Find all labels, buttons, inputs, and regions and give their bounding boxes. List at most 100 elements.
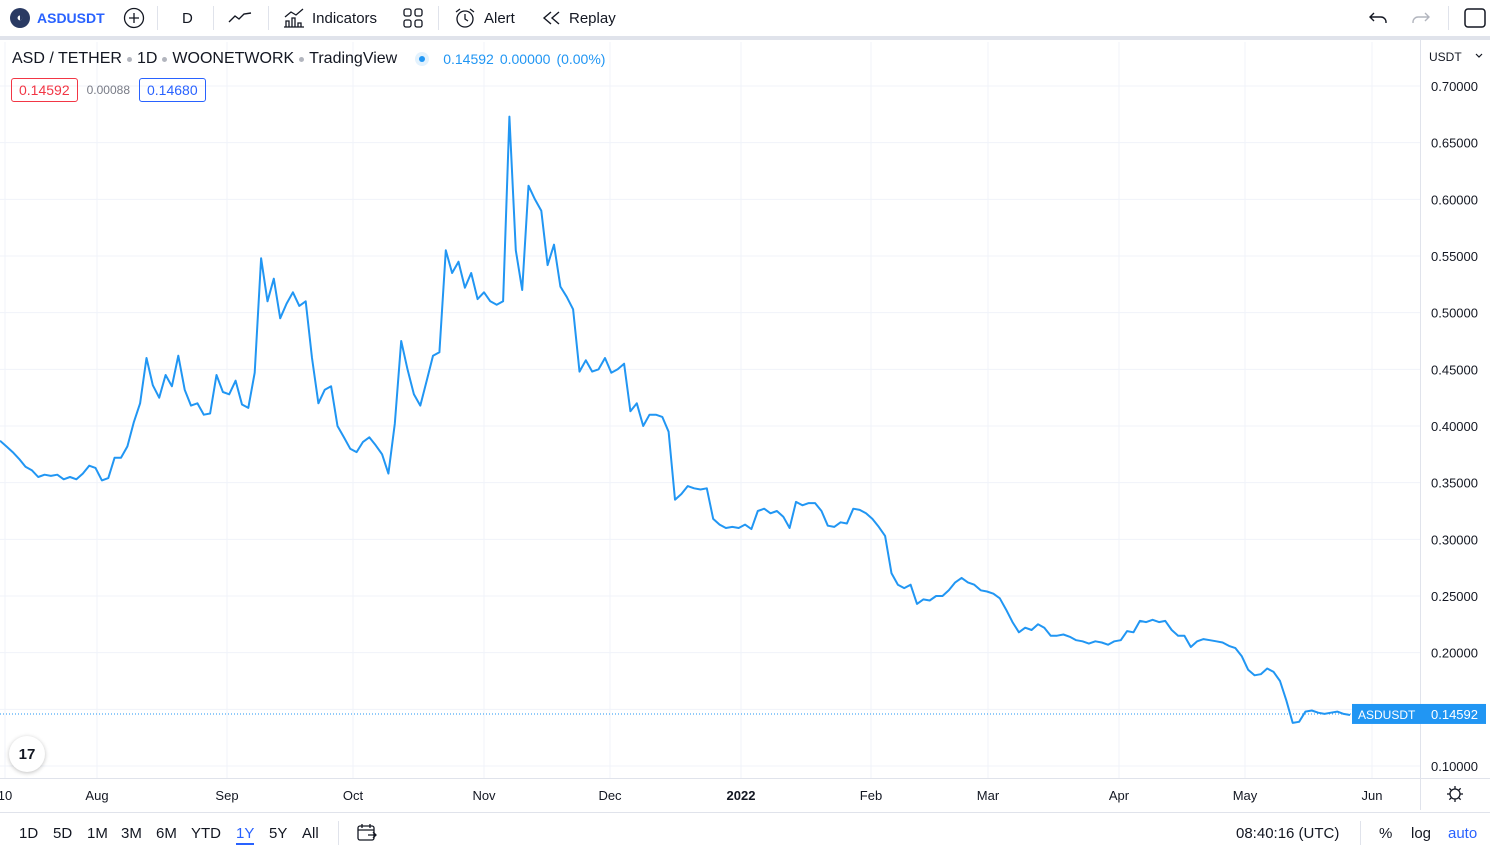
divider <box>338 821 339 845</box>
divider <box>1360 821 1361 845</box>
clock[interactable]: 08:40:16 (UTC) <box>1236 825 1340 842</box>
divider <box>268 6 269 30</box>
price-tick-label: 0.20000 <box>1431 646 1478 661</box>
symbol-search[interactable]: ◐ ASDUSDT <box>10 0 105 36</box>
time-tick-label: 10 <box>0 788 12 803</box>
range-all-button[interactable]: All <box>302 825 319 842</box>
separator-dot <box>126 56 132 62</box>
alert-label: Alert <box>484 9 515 27</box>
range-3m-button[interactable]: 3M <box>121 825 142 842</box>
settings-gear-icon[interactable] <box>1447 786 1463 802</box>
time-tick-label: Oct <box>343 788 364 803</box>
price-tick-label: 0.65000 <box>1431 136 1478 151</box>
market-status-icon[interactable] <box>415 52 430 66</box>
time-tick-label: Feb <box>860 788 882 803</box>
undo-button[interactable] <box>1368 0 1388 36</box>
range-ytd-button[interactable]: YTD <box>191 825 221 842</box>
price-chart[interactable]: USDT 0.70000 0.65000 0.60000 0.55000 0.50000 0… <box>0 40 1490 810</box>
price-tick-label: 0.50000 <box>1431 306 1478 321</box>
chevron-down-icon[interactable] <box>1475 53 1483 58</box>
divider <box>157 6 158 30</box>
redo-icon <box>1412 12 1430 23</box>
divider <box>213 6 214 30</box>
time-tick-label: Aug <box>85 788 108 803</box>
layouts-button[interactable] <box>402 0 424 36</box>
time-tick-label: May <box>1233 788 1258 803</box>
chart-legend: ASD / TETHER 1D WOONETWORK TradingView 0… <box>12 50 611 68</box>
replay-button[interactable]: Replay <box>542 0 616 36</box>
legend-change-pct: (0.00%) <box>556 51 606 67</box>
time-tick-label: Nov <box>472 788 496 803</box>
price-tick-label: 0.70000 <box>1431 79 1478 94</box>
last-price-symbol: ASDUSDT <box>1358 708 1416 722</box>
bid-badge[interactable]: 0.14592 <box>11 78 78 102</box>
range-1d-button[interactable]: 1D <box>19 825 39 842</box>
legend-last: 0.14592 <box>443 51 494 67</box>
price-tick-label: 0.25000 <box>1431 589 1478 604</box>
price-tick-label: 0.60000 <box>1431 192 1478 207</box>
ask-badge[interactable]: 0.14680 <box>139 78 206 102</box>
separator-dot <box>299 56 305 62</box>
time-tick-label: Apr <box>1109 788 1130 803</box>
auto-toggle[interactable]: auto <box>1448 825 1478 842</box>
symbol-label: ASDUSDT <box>37 10 105 26</box>
price-tick-label: 0.55000 <box>1431 249 1478 264</box>
log-toggle[interactable]: log <box>1411 825 1432 842</box>
top-toolbar: ◐ ASDUSDT D Indicators Alert Replay <box>0 0 1490 36</box>
range-6m-button[interactable]: 6M <box>156 825 177 842</box>
plus-circle-icon <box>123 7 145 29</box>
fullscreen-button[interactable] <box>1463 0 1487 36</box>
bottom-toolbar: 08:40:16 (UTC) % log auto 1D 5D 1M 3M 6M YTD 1… <box>0 812 1490 854</box>
chart-style-button[interactable] <box>227 0 253 36</box>
legend-source: TradingView <box>309 50 398 67</box>
toolbar-separator <box>0 36 1490 40</box>
range-5d-button[interactable]: 5D <box>53 825 73 842</box>
time-tick-label: Dec <box>598 788 622 803</box>
range-5y-button[interactable]: 5Y <box>269 825 288 842</box>
legend-change: 0.00000 <box>499 51 551 67</box>
indicators-icon <box>284 8 304 28</box>
divider <box>1448 6 1449 30</box>
replay-label: Replay <box>569 9 616 27</box>
grid-icon <box>403 8 423 28</box>
last-price-label <box>1352 703 1486 724</box>
indicators-button[interactable]: Indicators <box>282 0 377 36</box>
legend-pair: ASD / TETHER <box>12 50 122 67</box>
price-tick-label: 0.30000 <box>1431 532 1478 547</box>
time-axis[interactable] <box>0 778 1420 810</box>
last-price-value: 0.14592 <box>1431 707 1478 722</box>
price-tick-label: 0.35000 <box>1431 476 1478 491</box>
time-tick-label: Mar <box>977 788 1000 803</box>
rewind-icon <box>542 11 560 25</box>
tradingview-logo-icon[interactable]: 17 <box>9 736 45 772</box>
range-1m-button[interactable]: 1M <box>87 825 108 842</box>
time-tick-label: 2022 <box>727 788 756 803</box>
alert-button[interactable]: Alert <box>453 0 515 36</box>
undo-icon <box>1369 12 1387 23</box>
symbol-logo-icon: ◐ <box>10 8 30 28</box>
legend-exchange: WOONETWORK <box>172 50 295 67</box>
price-axis-currency[interactable]: USDT <box>1429 50 1462 64</box>
line-chart-icon <box>228 12 252 23</box>
separator-dot <box>162 56 168 62</box>
range-1y-button[interactable]: 1Y <box>236 825 255 845</box>
price-tick-label: 0.40000 <box>1431 419 1478 434</box>
divider <box>438 6 439 30</box>
redo-button[interactable] <box>1411 0 1431 36</box>
square-icon <box>1464 8 1486 28</box>
indicators-label: Indicators <box>312 9 378 27</box>
interval-button[interactable]: D <box>182 9 193 27</box>
time-tick-label: Sep <box>215 788 238 803</box>
compare-symbol-button[interactable] <box>123 0 145 36</box>
legend-interval: 1D <box>136 50 158 67</box>
bid-ask-badges: 0.14592 0.00088 0.14680 <box>11 78 206 102</box>
price-axis[interactable] <box>1420 40 1490 810</box>
price-tick-label: 0.45000 <box>1431 362 1478 377</box>
percent-toggle[interactable]: % <box>1379 825 1393 842</box>
price-tick-label: 0.10000 <box>1431 759 1478 774</box>
price-line[interactable] <box>0 115 1351 724</box>
calendar-range-icon[interactable] <box>356 823 378 843</box>
alarm-clock-icon <box>455 8 475 28</box>
time-tick-label: Jun <box>1362 788 1383 803</box>
spread-value: 0.00088 <box>86 83 130 97</box>
